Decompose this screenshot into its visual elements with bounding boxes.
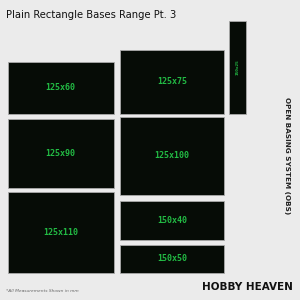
Bar xyxy=(8,61,114,114)
Text: Plain Rectangle Bases Range Pt. 3: Plain Rectangle Bases Range Pt. 3 xyxy=(6,11,176,20)
Bar xyxy=(120,201,224,240)
Bar xyxy=(120,117,224,195)
Text: HOBBY HEAVEN: HOBBY HEAVEN xyxy=(202,283,292,292)
Bar xyxy=(8,118,114,188)
Bar xyxy=(120,50,224,114)
Text: 125x60: 125x60 xyxy=(46,83,76,92)
Text: OPEN BASING SYSTEM (OBS): OPEN BASING SYSTEM (OBS) xyxy=(284,98,290,214)
Text: *All Measurements Shown in mm: *All Measurements Shown in mm xyxy=(6,289,79,292)
Text: 125x110: 125x110 xyxy=(43,228,78,237)
Text: 125x75: 125x75 xyxy=(157,77,187,86)
Text: 150x50: 150x50 xyxy=(157,254,187,263)
Text: 150x40: 150x40 xyxy=(157,216,187,225)
Text: 125x100: 125x100 xyxy=(154,152,189,160)
Bar xyxy=(120,244,224,273)
Text: 150x25: 150x25 xyxy=(235,60,239,75)
Text: 125x90: 125x90 xyxy=(46,148,76,158)
Bar xyxy=(8,192,114,273)
Bar xyxy=(229,21,246,114)
